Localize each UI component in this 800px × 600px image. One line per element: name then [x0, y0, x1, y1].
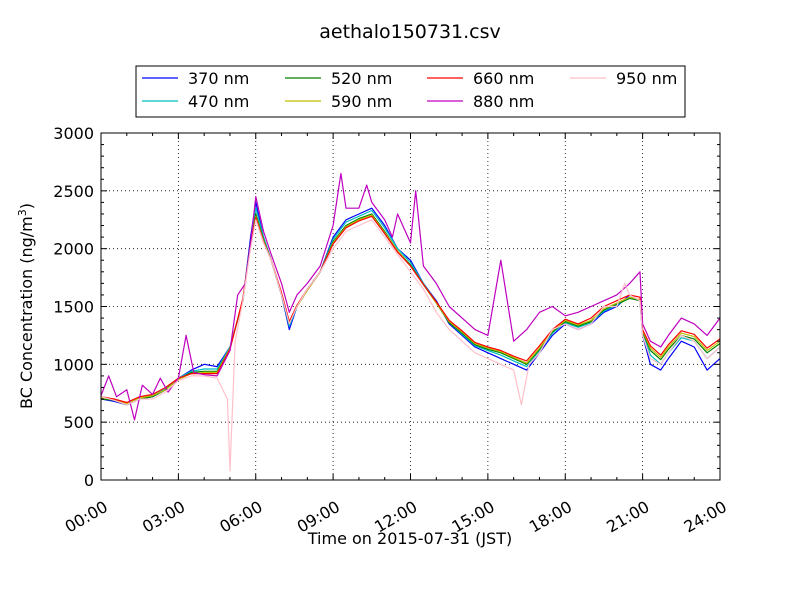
y-axis-label-superscript: 3	[16, 209, 29, 216]
x-tick-label: 00:00	[62, 497, 111, 537]
legend-box	[135, 65, 686, 118]
legend-label: 370 nm	[188, 69, 249, 88]
x-axis-label: Time on 2015-07-31 (JST)	[307, 529, 512, 548]
y-tick-label: 0	[84, 471, 94, 490]
series-line-880-nm	[100, 172, 721, 421]
grid	[101, 133, 720, 480]
legend-label: 590 nm	[331, 92, 392, 111]
series-line-950-nm	[100, 219, 721, 472]
y-axis-label: BC Concentration (ng/m3)	[16, 203, 36, 409]
y-axis-label-main: BC Concentration (ng/m	[17, 216, 36, 409]
x-tick-label: 03:00	[139, 497, 188, 537]
y-tick-label: 2000	[53, 240, 94, 259]
ticks	[100, 132, 721, 481]
y-tick-labels: 0 500 1000 1500 2000 2500 3000	[53, 124, 94, 490]
y-tick-label: 500	[63, 413, 94, 432]
legend-label: 520 nm	[331, 69, 392, 88]
legend-label: 880 nm	[473, 92, 534, 111]
x-tick-label: 24:00	[681, 497, 730, 537]
x-tick-label: 21:00	[603, 497, 652, 537]
y-axis-label-end: )	[17, 203, 36, 209]
series-lines	[100, 172, 721, 472]
x-tick-label: 18:00	[526, 497, 575, 537]
legend: 370 nm 470 nm 520 nm 590 nm 660 nm 880 nm 950 …	[142, 69, 677, 111]
series-line-370-nm	[100, 201, 721, 406]
x-tick-label: 06:00	[216, 497, 265, 537]
legend-label: 950 nm	[616, 69, 677, 88]
legend-label: 470 nm	[188, 92, 249, 111]
legend-label: 660 nm	[473, 69, 534, 88]
y-tick-label: 3000	[53, 124, 94, 143]
y-tick-label: 1500	[53, 298, 94, 317]
y-tick-label: 1000	[53, 355, 94, 374]
chart-title: aethalo150731.csv	[319, 21, 501, 43]
y-tick-label: 2500	[53, 182, 94, 201]
